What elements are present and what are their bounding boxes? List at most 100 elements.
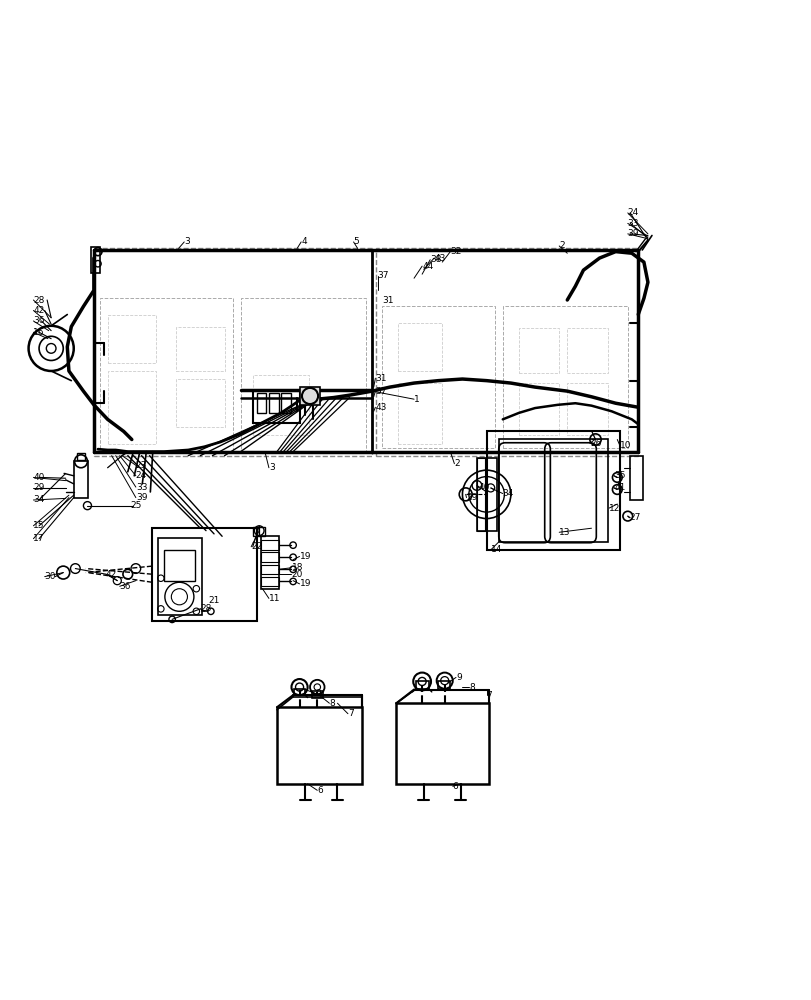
Text: 33: 33 — [627, 219, 638, 228]
Text: 35: 35 — [613, 471, 624, 480]
Text: 19: 19 — [299, 579, 311, 588]
Text: 21: 21 — [208, 596, 220, 605]
Text: 43: 43 — [375, 403, 386, 412]
Text: 40: 40 — [33, 473, 45, 482]
Bar — [277, 707, 361, 784]
Bar — [268, 393, 278, 413]
Text: 23: 23 — [135, 461, 147, 470]
Bar — [94, 248, 371, 456]
Bar — [486, 431, 619, 550]
Bar — [157, 538, 202, 615]
Bar — [77, 453, 85, 460]
Bar — [567, 383, 607, 435]
Text: 29: 29 — [466, 493, 477, 502]
Text: 42: 42 — [33, 306, 45, 315]
Text: 8: 8 — [468, 683, 474, 692]
Bar — [260, 536, 278, 589]
Bar — [108, 371, 156, 444]
Text: 30: 30 — [45, 572, 56, 581]
Text: 17: 17 — [32, 534, 44, 543]
Text: 41: 41 — [613, 483, 624, 492]
Text: 7: 7 — [347, 709, 354, 718]
Bar — [567, 328, 607, 373]
Text: 12: 12 — [608, 504, 620, 513]
Text: 6: 6 — [317, 786, 323, 795]
Bar — [476, 458, 484, 531]
Text: 8: 8 — [329, 699, 335, 708]
Bar — [260, 552, 278, 562]
Bar — [176, 327, 225, 371]
Bar — [299, 387, 320, 405]
Bar — [260, 565, 278, 574]
Text: 9: 9 — [315, 689, 321, 698]
Bar — [240, 298, 365, 452]
Text: 34: 34 — [502, 489, 513, 498]
Text: 28: 28 — [33, 296, 45, 305]
Text: 29: 29 — [33, 483, 45, 492]
Text: 26: 26 — [589, 439, 600, 448]
Text: 32: 32 — [450, 247, 461, 256]
Text: 37: 37 — [377, 271, 388, 280]
Text: 11: 11 — [268, 594, 280, 603]
Text: 22: 22 — [251, 542, 262, 551]
Bar — [100, 298, 232, 452]
Bar — [252, 391, 299, 423]
Bar — [74, 461, 88, 498]
Bar — [396, 703, 488, 784]
Text: 3: 3 — [268, 463, 274, 472]
Bar — [375, 248, 637, 456]
Bar — [415, 681, 428, 689]
Text: 16: 16 — [32, 328, 44, 337]
Text: 3: 3 — [184, 237, 190, 246]
Bar — [256, 393, 266, 413]
Bar — [438, 681, 450, 689]
Text: 9: 9 — [456, 673, 461, 682]
Bar — [152, 528, 256, 621]
Bar — [629, 456, 642, 500]
Text: 6: 6 — [453, 782, 458, 791]
Text: 33: 33 — [135, 483, 147, 492]
Bar — [311, 691, 323, 698]
Bar — [260, 540, 278, 550]
Bar — [397, 383, 442, 444]
Text: 7: 7 — [486, 691, 491, 700]
Bar — [281, 393, 290, 413]
Text: 28: 28 — [200, 604, 212, 613]
Text: 2: 2 — [559, 241, 564, 250]
Text: 39: 39 — [135, 493, 147, 502]
Bar — [108, 315, 156, 363]
Text: 40: 40 — [478, 483, 489, 492]
Text: 4: 4 — [301, 237, 307, 246]
Text: 13: 13 — [559, 528, 570, 537]
Text: 10: 10 — [619, 441, 630, 450]
Bar — [260, 577, 278, 586]
Bar — [164, 550, 195, 581]
Bar — [518, 328, 559, 373]
Text: 39: 39 — [627, 229, 638, 238]
Text: 19: 19 — [299, 552, 311, 561]
Bar — [381, 306, 494, 448]
Bar — [176, 379, 225, 427]
Text: 36: 36 — [119, 582, 131, 591]
Text: 36: 36 — [33, 316, 45, 325]
Text: 14: 14 — [490, 545, 501, 554]
Bar — [498, 439, 607, 542]
Text: 31: 31 — [375, 374, 386, 383]
Text: 38: 38 — [430, 255, 441, 264]
Text: 37: 37 — [375, 387, 386, 396]
Text: 44: 44 — [422, 262, 433, 271]
Text: 15: 15 — [32, 521, 44, 530]
Bar — [252, 527, 264, 536]
Bar — [252, 375, 309, 435]
Text: 34: 34 — [33, 495, 45, 504]
Text: 42: 42 — [106, 570, 117, 579]
Text: 20: 20 — [291, 570, 303, 579]
Text: 31: 31 — [381, 296, 393, 305]
Text: 2: 2 — [454, 459, 460, 468]
Bar — [294, 689, 305, 695]
Bar — [518, 383, 559, 435]
Text: 27: 27 — [629, 513, 640, 522]
Text: 24: 24 — [135, 471, 147, 480]
Text: 25: 25 — [130, 501, 141, 510]
Bar — [397, 323, 442, 371]
